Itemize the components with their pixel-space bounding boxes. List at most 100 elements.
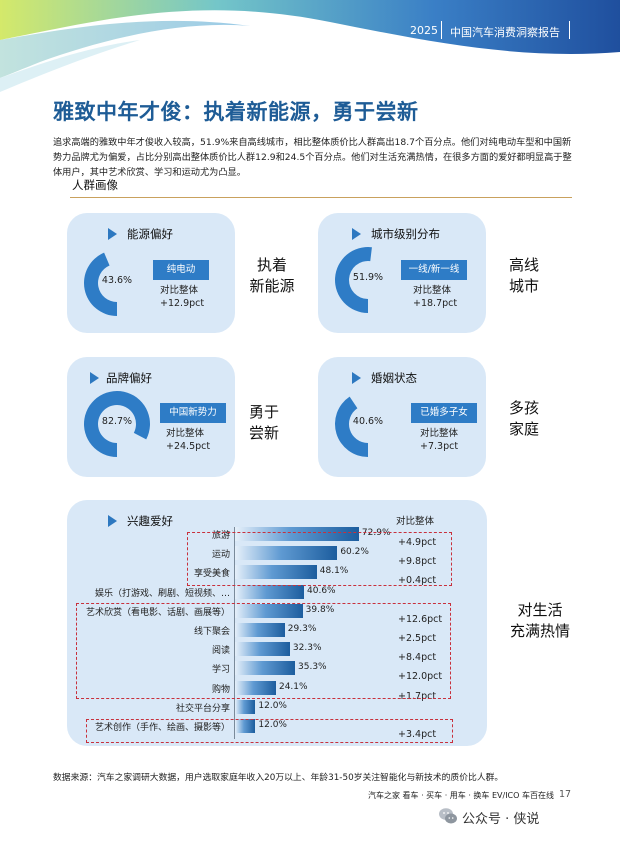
- marital-card-title: 婚姻状态: [371, 371, 417, 385]
- intro-paragraph: 追求高端的雅致中年才俊收入较高，51.9%来自高线城市，相比整体质价比人群高出1…: [53, 137, 572, 178]
- marital-side-line2: 家庭: [508, 420, 539, 438]
- page-number: 17: [559, 789, 572, 800]
- interests-axis: [234, 527, 235, 739]
- city-donut-arc: [334, 247, 372, 313]
- brand-donut: 82.7%: [82, 389, 152, 459]
- interest-label: 购物: [211, 684, 230, 695]
- interest-bar: [235, 719, 256, 733]
- interest-bar: [235, 603, 303, 618]
- interest-label: 艺术欣赏（看电影、话剧、画展等）: [85, 607, 230, 618]
- interest-label: 旅游: [211, 531, 230, 541]
- energy-delta: +12.9pct: [160, 298, 205, 309]
- triangle-bullet-icon: [108, 228, 117, 240]
- energy-compare-label: 对比整体: [160, 285, 199, 296]
- interest-bar: [235, 623, 285, 637]
- interest-bar: [235, 546, 338, 561]
- section-label: 人群画像: [72, 178, 118, 192]
- brand-side-line1: 勇于: [248, 403, 279, 421]
- energy-card-title: 能源偏好: [127, 227, 173, 241]
- energy-side-line1: 执着: [256, 256, 287, 274]
- energy-tag: 纯电动: [153, 260, 209, 280]
- interest-bar: [235, 661, 295, 676]
- interest-delta: +12.6pct: [398, 613, 443, 625]
- interest-delta: +8.4pct: [398, 652, 437, 664]
- city-donut: 51.9%: [333, 245, 403, 315]
- city-tag: 一线/新一线: [401, 260, 467, 280]
- interest-delta: +12.0pct: [398, 671, 443, 683]
- interest-bar: [235, 680, 276, 695]
- highlight-box-middle: [76, 603, 451, 699]
- interest-value: 40.6%: [307, 585, 336, 596]
- brand-card-title: 品牌偏好: [106, 371, 152, 385]
- brand-donut-arc: [84, 391, 150, 457]
- city-card-title: 城市级别分布: [371, 227, 440, 241]
- header-banner: [0, 0, 620, 92]
- marital-tag: 已婚多子女: [411, 403, 477, 423]
- header-year: 2025: [410, 24, 438, 37]
- interest-bar: [235, 527, 359, 541]
- triangle-bullet-icon: [352, 228, 361, 240]
- interest-label: 社交平台分享: [175, 703, 230, 714]
- marital-delta: +7.3pct: [420, 441, 459, 452]
- interest-value: 24.1%: [278, 681, 308, 692]
- interest-delta: +3.4pct: [398, 729, 437, 740]
- interest-label: 学习: [211, 665, 230, 676]
- interest-delta: +2.5pct: [398, 633, 437, 644]
- brand-line: 汽车之家 看车 · 买车 · 用车 · 换车 EV/ICO 车百在线: [368, 791, 554, 800]
- wechat-account: 公众号 · 侠说: [462, 812, 540, 827]
- interests-side-line2: 充满热情: [509, 622, 570, 640]
- triangle-bullet-icon: [90, 372, 99, 384]
- interest-delta: +4.9pct: [398, 537, 437, 548]
- interest-delta: +1.7pct: [398, 690, 437, 702]
- wechat-icon: [439, 808, 457, 824]
- highlight-box-top: [187, 532, 452, 586]
- city-delta: +18.7pct: [413, 298, 458, 309]
- interest-bar: [235, 565, 317, 580]
- energy-donut-arc: [84, 252, 117, 316]
- section-divider: [70, 197, 572, 198]
- marital-compare-label: 对比整体: [420, 428, 459, 439]
- interest-label: 艺术创作（手作、绘画、摄影等）: [94, 723, 230, 733]
- interest-value: 60.2%: [340, 547, 369, 558]
- interest-value: 48.1%: [319, 566, 349, 577]
- interests-compare-header: 对比整体: [396, 516, 435, 527]
- interests-side-line1: 对生活: [517, 601, 563, 619]
- interest-value: 32.3%: [292, 643, 322, 654]
- brand-tag: 中国新势力: [160, 403, 226, 423]
- header-report-title: 中国汽车消费洞察报告: [450, 26, 560, 39]
- interest-bar: [235, 699, 256, 714]
- interest-value: 29.3%: [287, 624, 317, 634]
- interest-label: 阅读: [211, 646, 230, 657]
- interests-title: 兴趣爱好: [127, 514, 173, 528]
- triangle-bullet-icon: [352, 372, 361, 384]
- energy-donut: 43.6%: [82, 248, 152, 318]
- marital-donut-arc: [335, 396, 368, 457]
- highlight-box-bottom: [86, 719, 453, 743]
- brand-pct: 82.7%: [101, 416, 133, 427]
- city-compare-label: 对比整体: [413, 285, 452, 296]
- interest-label: 娱乐（打游戏、刷剧、短视频、…: [94, 588, 230, 599]
- interest-delta: +9.8pct: [398, 556, 437, 568]
- data-source-note: 数据来源：汽车之家调研大数据，用户选取家庭年收入20万以上、年龄31-50岁关注…: [53, 773, 504, 783]
- interest-value: 39.8%: [305, 604, 335, 615]
- interest-value: 12.0%: [258, 700, 287, 711]
- energy-pct: 43.6%: [101, 275, 133, 286]
- page-title: 雅致中年才俊：执着新能源，勇于尝新: [53, 100, 419, 124]
- interest-label: 运动: [211, 550, 230, 561]
- energy-side-line2: 新能源: [249, 277, 295, 295]
- marital-pct: 40.6%: [352, 416, 384, 427]
- marital-donut: 40.6%: [333, 389, 403, 459]
- interest-bar: [235, 584, 305, 599]
- interest-label: 线下聚会: [193, 627, 230, 637]
- brand-delta: +24.5pct: [166, 441, 211, 452]
- header-divider: [569, 21, 570, 39]
- interest-value: 72.9%: [361, 528, 391, 538]
- interest-delta: +0.4pct: [398, 575, 437, 587]
- city-side-line1: 高线: [508, 256, 539, 274]
- marital-side-line1: 多孩: [508, 399, 539, 417]
- brand-side-line2: 尝新: [248, 424, 279, 442]
- interest-label: 享受美食: [193, 569, 230, 580]
- interest-value: 12.0%: [258, 720, 287, 730]
- interest-value: 35.3%: [298, 662, 327, 673]
- city-side-line2: 城市: [508, 277, 539, 295]
